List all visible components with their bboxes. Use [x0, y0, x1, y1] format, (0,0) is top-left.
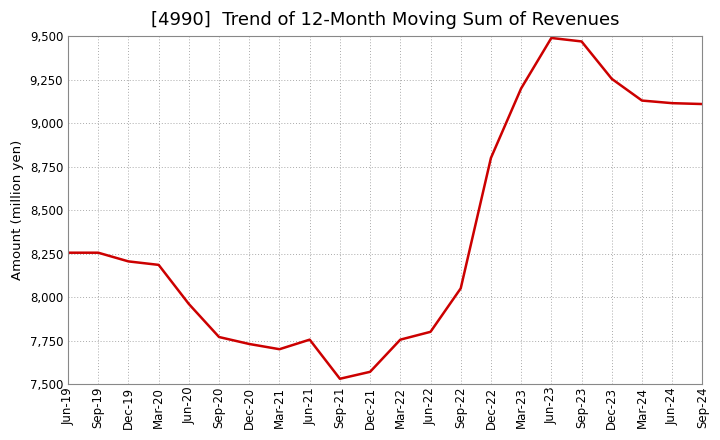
- Y-axis label: Amount (million yen): Amount (million yen): [11, 140, 24, 280]
- Title: [4990]  Trend of 12-Month Moving Sum of Revenues: [4990] Trend of 12-Month Moving Sum of R…: [151, 11, 619, 29]
